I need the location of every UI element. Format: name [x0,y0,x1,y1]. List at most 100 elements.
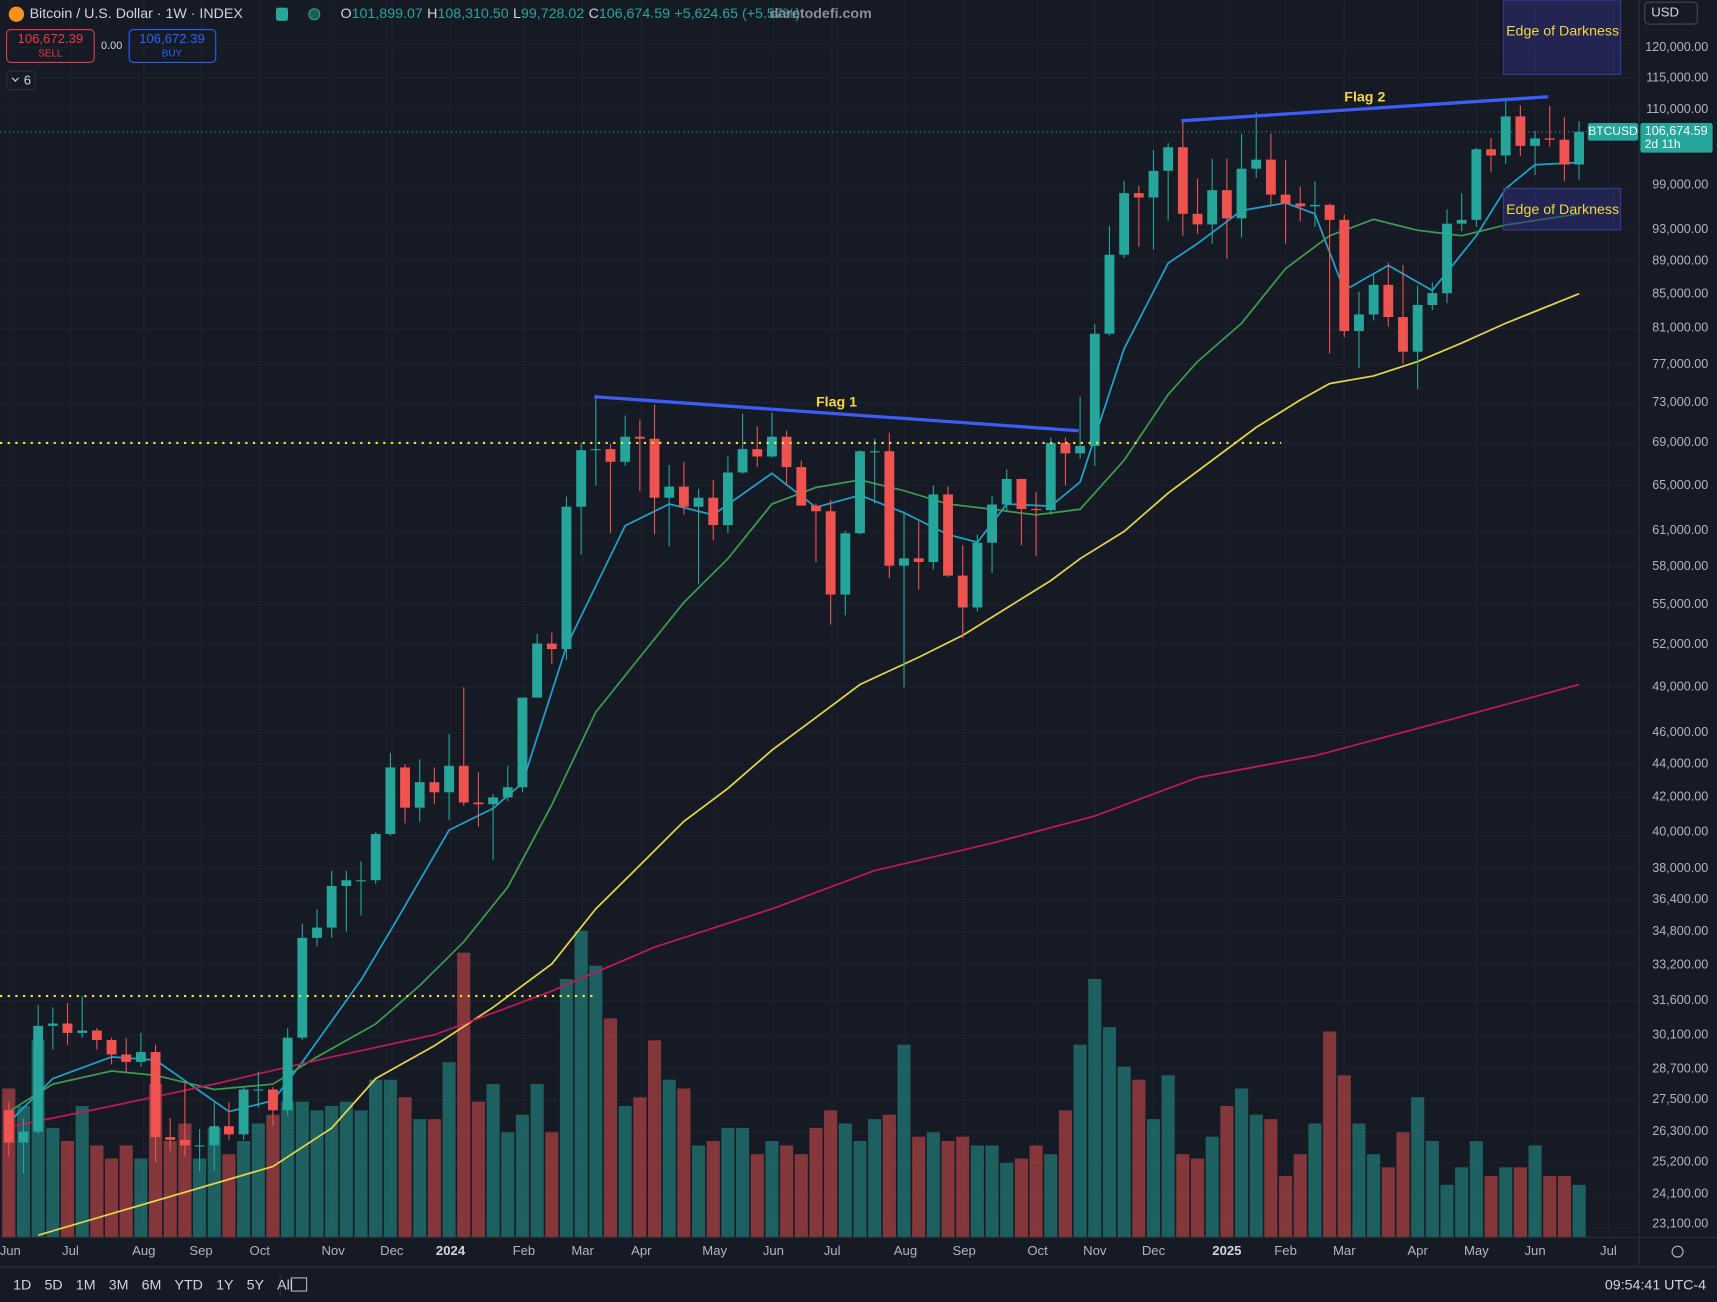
volume-bar [1381,1167,1395,1238]
candle-body [414,782,425,808]
candle-body [1295,203,1306,207]
volume-bar [1014,1158,1028,1238]
volume-bar [1484,1176,1498,1238]
symbol-icon [8,6,25,22]
candle-body [678,486,689,507]
range-button[interactable]: 1D [13,1277,31,1293]
range-button[interactable]: 5Y [247,1277,265,1293]
volume-bar [398,1097,412,1238]
volume-bar [413,1119,427,1238]
candle-body [1148,170,1159,198]
buy-price[interactable]: 106,672.39 [139,31,205,46]
volume-bar [1058,1110,1073,1238]
range-button[interactable]: 5D [44,1277,62,1293]
x-tick-label: Mar [571,1243,594,1258]
y-tick-label: 52,000.00 [1652,637,1708,651]
range-button[interactable]: 3M [109,1277,129,1293]
volume-bar [1176,1154,1190,1238]
x-tick-label: Oct [1027,1243,1048,1258]
range-button[interactable]: 1Y [216,1277,234,1293]
candle-body [268,1089,278,1111]
indicators-count[interactable]: 6 [24,73,31,88]
range-button[interactable]: YTD [175,1277,203,1293]
candle-body [1354,314,1364,332]
x-tick-label: Feb [513,1243,536,1258]
volume-bar [1205,1136,1219,1238]
sell-label[interactable]: SELL [38,48,63,59]
currency[interactable]: USD [1651,5,1679,20]
volume-bar [339,1101,353,1238]
range-button[interactable]: 1M [76,1277,96,1293]
candle-body [987,504,997,543]
grid [0,0,1639,1237]
volume-bar [471,1101,485,1238]
candle-body [546,643,557,650]
candle-body [91,1030,102,1041]
candle-body [1544,138,1555,140]
candle-body [620,436,631,462]
volume-bar [90,1145,104,1238]
volume-bar [266,1114,280,1238]
volume-bar [809,1127,823,1238]
watermark: daretodefi.com [770,6,872,22]
moving-average [37,292,1580,1237]
candle-body [957,575,968,608]
x-tick-label: Sep [189,1243,212,1258]
y-tick-label: 30,100.00 [1652,1028,1708,1042]
volume-bar [325,1105,339,1238]
calendar-icon[interactable] [290,1277,308,1292]
trendline-label: Flag 2 [1344,90,1385,106]
volume-bar [515,1114,530,1238]
candle-body [150,1052,161,1138]
buy-label[interactable]: BUY [162,48,183,59]
volume-bar [295,1101,309,1238]
x-tick-label: Aug [894,1243,917,1258]
volume-bar [736,1127,750,1238]
candle-body [1192,213,1203,225]
sell-price[interactable]: 106,672.39 [18,31,84,46]
x-tick-label: Sep [953,1243,976,1258]
range-button[interactable]: 6M [142,1277,162,1293]
y-tick-label: 36,400.00 [1652,892,1708,906]
candle-body [1383,284,1394,318]
settings-icon[interactable] [1671,1245,1684,1258]
y-tick-label: 99,000.00 [1652,177,1708,191]
candle-body [532,643,543,698]
volume-bar [706,1141,720,1238]
candle-body [869,451,880,453]
volume-bar [1132,1079,1146,1238]
price-tag [1640,123,1713,153]
volume-bar [354,1110,368,1238]
volume-bar [1528,1145,1542,1238]
chevron [11,77,20,82]
candle-body [62,1023,73,1033]
buy-button[interactable] [128,29,217,63]
volume-bar [647,1040,662,1238]
candles [3,97,1585,1174]
sell-button[interactable] [6,29,95,63]
candle-body [502,787,513,798]
candle-body [121,1054,132,1062]
volume-bar [956,1136,970,1238]
candle-body [179,1139,190,1146]
volume-bar [60,1141,75,1238]
symbol-tag-label: BTCUSD [1588,124,1638,138]
candle-body [224,1126,234,1135]
x-tick-label: 2025 [1212,1243,1241,1258]
y-tick-label: 89,000.00 [1652,253,1708,267]
x-tick-label: 2024 [436,1243,466,1258]
candle-body [825,511,836,595]
volume-bar [1220,1105,1234,1238]
volume-bar [545,1132,559,1238]
volume-bar [941,1141,955,1238]
candle-body [590,449,601,451]
candle-body [1574,131,1585,165]
y-tick-label: 49,000.00 [1652,680,1708,694]
range-button[interactable]: All [277,1277,293,1293]
indicators-toggle[interactable] [6,70,36,91]
x-tick-label: Jul [824,1243,841,1258]
currency-box[interactable] [1644,1,1698,25]
candle-body [561,506,572,650]
volume-bar [1088,978,1102,1238]
